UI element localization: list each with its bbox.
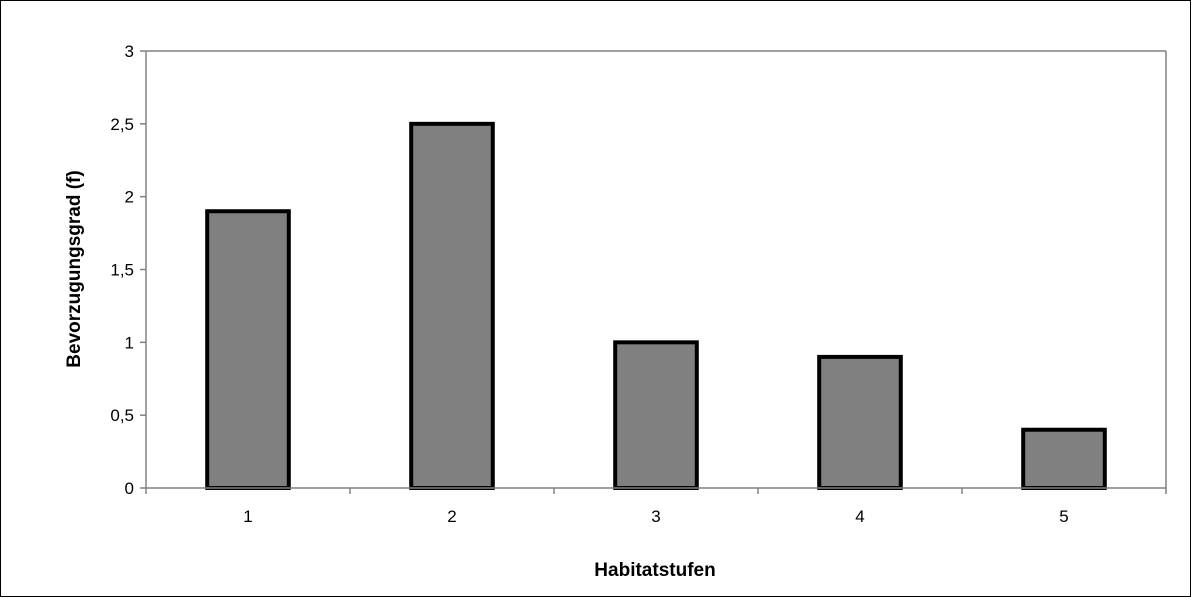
y-tick-label: 3	[125, 42, 134, 61]
tick-labels-group: 0 0,5 1 1,5 2 2,5 3 1 2 3 4 5	[110, 42, 1068, 526]
bar-5	[1021, 427, 1107, 491]
y-tick-label: 1,5	[110, 261, 134, 280]
bar-3	[613, 340, 699, 491]
x-tick-label: 4	[855, 507, 864, 526]
y-tick-label: 2,5	[110, 115, 134, 134]
axes-group	[140, 50, 1167, 494]
bars-group	[205, 121, 1107, 491]
y-axis-title: Bevorzugungsgrad (f)	[64, 170, 85, 367]
x-tick-label: 5	[1059, 507, 1068, 526]
y-tick-label: 0	[125, 479, 134, 498]
y-tick-label: 2	[125, 188, 134, 207]
plot-area	[146, 50, 1167, 488]
bar-1	[205, 209, 291, 490]
y-tick-label: 1	[125, 333, 134, 352]
x-tick-label: 1	[243, 507, 252, 526]
bar-4	[817, 354, 903, 490]
y-tick-label: 0,5	[110, 406, 134, 425]
bar-2	[409, 121, 495, 490]
x-tick-label: 3	[651, 507, 660, 526]
x-tick-label: 2	[447, 507, 456, 526]
x-axis-title: Habitatstufen	[594, 560, 715, 581]
